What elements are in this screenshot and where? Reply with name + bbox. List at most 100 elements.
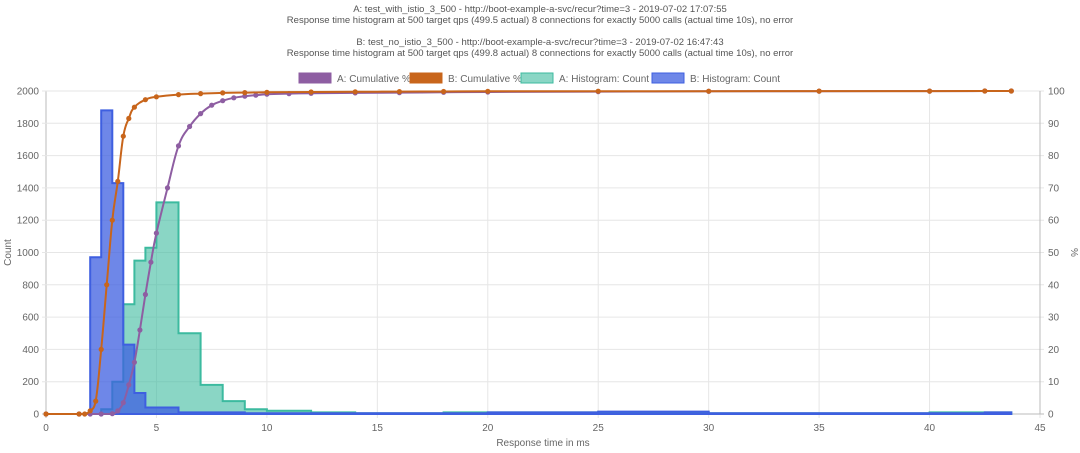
x-axis-title: Response time in ms (496, 438, 589, 449)
x-tick-label: 25 (593, 423, 605, 434)
legend-label: B: Cumulative % (448, 74, 522, 85)
x-tick-label: 35 (814, 423, 826, 434)
title-line-3: B: test_no_istio_3_500 - http://boot-exa… (356, 37, 723, 48)
histogram-b-series (89, 109, 1013, 415)
legend-swatch (651, 72, 685, 84)
cumulative-a-point (242, 93, 248, 99)
cumulative-a-point (126, 382, 132, 388)
cumulative-b-point (242, 90, 248, 96)
x-tick-label: 20 (482, 423, 494, 434)
y-left-tick-label: 2000 (17, 87, 40, 98)
y-left-tick-label: 0 (33, 410, 39, 421)
legend-item-2: B: Cumulative % (409, 72, 522, 85)
cumulative-b-point (104, 282, 110, 288)
histogram-b-area (89, 109, 1013, 415)
cumulative-a-point (137, 327, 143, 333)
y-left-tick-label: 1600 (17, 151, 40, 162)
y-right-tick-label: 40 (1048, 280, 1060, 291)
cumulative-b-point (198, 91, 204, 97)
cumulative-b-point (982, 88, 988, 94)
cumulative-a-point (231, 95, 237, 101)
legend-label: B: Histogram: Count (690, 74, 780, 85)
cumulative-a-point (175, 143, 182, 149)
y-right-tick-label: 10 (1048, 377, 1060, 388)
cumulative-b-point (98, 346, 104, 352)
y-right-tick-label: 90 (1048, 119, 1060, 130)
cumulative-b-point (264, 89, 270, 95)
histogram-a-area (100, 201, 1013, 415)
cumulative-a-point (98, 411, 104, 417)
y-right-tick-label: 20 (1048, 345, 1060, 356)
legend-label: A: Cumulative % (337, 74, 411, 85)
cumulative-b-point (109, 217, 115, 223)
cumulative-a-point (109, 411, 115, 417)
cumulative-b-point (396, 89, 402, 95)
cumulative-a-point (198, 111, 204, 117)
legend-swatch (298, 72, 332, 84)
cumulative-b-point (220, 90, 226, 96)
legend-item-3: A: Histogram: Count (520, 72, 649, 85)
cumulative-b-point (441, 88, 447, 95)
cumulative-b-point (76, 411, 82, 417)
x-tick-label: 10 (261, 423, 273, 434)
cumulative-b-point (153, 94, 159, 100)
cumulative-b-point (93, 398, 99, 404)
cumulative-lines (43, 88, 1014, 417)
chart-legend: A: Cumulative % B: Cumulative % A: Histogr… (298, 72, 780, 85)
chart-title: A: test_with_istio_3_500 - http://boot-e… (287, 4, 793, 59)
y-right-tick-label: 50 (1048, 248, 1060, 259)
cumulative-b-point (1008, 88, 1014, 94)
cumulative-a-point (131, 359, 137, 365)
cumulative-b-point (43, 411, 49, 417)
y-left-tick-label: 1200 (17, 216, 40, 227)
legend-label: A: Histogram: Count (559, 74, 649, 85)
cumulative-b-point (352, 89, 358, 95)
cumulative-a-point (148, 259, 154, 265)
y-left-tick-label: 1000 (17, 248, 40, 259)
cumulative-a-point (153, 230, 159, 236)
cumulative-a-point (220, 98, 226, 104)
cumulative-a-point (209, 102, 215, 108)
cumulative-b-point (927, 88, 933, 94)
cumulative-b-point (120, 133, 126, 139)
cumulative-a-point (120, 400, 126, 406)
histogram-a-series (100, 201, 1013, 415)
cumulative-b-point (175, 92, 182, 98)
legend-swatch (409, 72, 443, 84)
legend-swatch (520, 72, 554, 84)
y-right-tick-label: 70 (1048, 183, 1060, 194)
cumulative-a-point (253, 92, 259, 98)
x-tick-label: 15 (372, 423, 384, 434)
cumulative-a-point (164, 185, 171, 191)
cumulative-b-point (816, 88, 822, 94)
title-line-4: Response time histogram at 500 target qp… (287, 48, 793, 59)
y-right-tick-label: 80 (1048, 151, 1060, 162)
cumulative-a-point (187, 123, 193, 130)
x-tick-label: 45 (1034, 423, 1046, 434)
cumulative-b-point (485, 88, 491, 94)
x-tick-label: 0 (43, 423, 49, 434)
y-right-tick-label: 30 (1048, 313, 1060, 324)
x-tick-label: 40 (924, 423, 936, 434)
cumulative-b-point (82, 411, 88, 417)
y-left-tick-label: 800 (22, 280, 39, 291)
y-left-tick-label: 200 (22, 377, 39, 388)
cumulative-b-point (595, 88, 601, 94)
cumulative-b-point (706, 88, 712, 94)
y-left-tick-label: 1400 (17, 183, 40, 194)
y-axis-right-title: % (1068, 248, 1079, 257)
y-left-tick-label: 400 (22, 345, 39, 356)
legend-item-4: B: Histogram: Count (651, 72, 780, 85)
cumulative-a-point (115, 408, 121, 414)
y-right-tick-label: 60 (1048, 216, 1060, 227)
cumulative-b-point (131, 104, 137, 110)
cumulative-b-point (87, 408, 93, 414)
cumulative-b-point (115, 178, 121, 184)
y-left-tick-label: 1800 (17, 119, 40, 130)
title-line-1: A: test_with_istio_3_500 - http://boot-e… (353, 4, 727, 15)
y-right-tick-label: 100 (1048, 87, 1065, 98)
cumulative-b-point (142, 97, 148, 103)
x-tick-label: 30 (703, 423, 715, 434)
y-left-tick-label: 600 (22, 313, 39, 324)
